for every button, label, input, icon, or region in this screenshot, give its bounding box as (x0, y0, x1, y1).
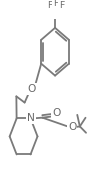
Text: N: N (27, 113, 34, 123)
Text: O: O (28, 84, 36, 94)
Text: F: F (47, 1, 52, 10)
Text: F: F (53, 0, 58, 9)
Text: O: O (68, 122, 76, 132)
Text: F: F (59, 1, 64, 10)
Text: O: O (52, 108, 60, 118)
